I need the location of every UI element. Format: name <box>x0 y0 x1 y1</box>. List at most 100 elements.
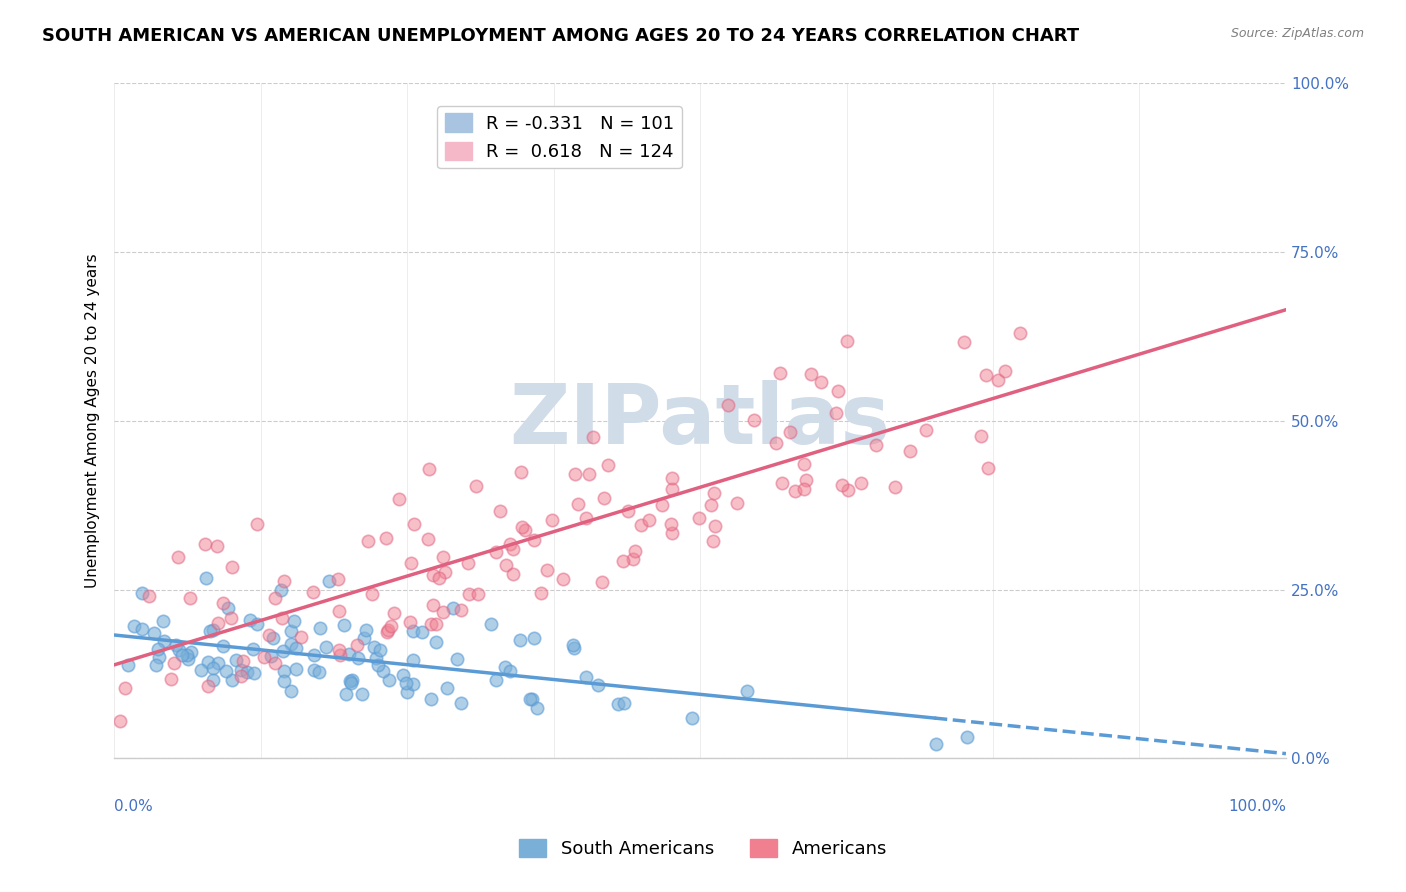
South Americans <box>333 617 356 632</box>
South Americans <box>340 673 363 687</box>
Americans <box>402 517 425 532</box>
South Americans <box>243 666 266 681</box>
South Americans <box>494 660 516 674</box>
South Americans <box>402 624 425 639</box>
Americans <box>498 536 520 550</box>
Americans <box>110 714 132 728</box>
South Americans <box>411 625 433 640</box>
South Americans <box>562 641 585 656</box>
South Americans <box>273 665 295 679</box>
Americans <box>257 628 280 642</box>
Text: SOUTH AMERICAN VS AMERICAN UNEMPLOYMENT AMONG AGES 20 TO 24 YEARS CORRELATION CH: SOUTH AMERICAN VS AMERICAN UNEMPLOYMENT … <box>42 27 1080 45</box>
Americans <box>530 585 553 599</box>
South Americans <box>270 582 292 597</box>
Americans <box>596 458 619 472</box>
South Americans <box>283 614 305 628</box>
Americans <box>977 461 1000 475</box>
Americans <box>865 438 887 452</box>
Americans <box>502 542 524 557</box>
Americans <box>515 523 537 537</box>
Americans <box>328 604 350 618</box>
Americans <box>361 587 384 601</box>
Americans <box>800 368 823 382</box>
Americans <box>703 486 725 500</box>
Americans <box>219 611 242 625</box>
Americans <box>700 499 723 513</box>
South Americans <box>340 675 363 690</box>
Americans <box>523 533 546 548</box>
South Americans <box>145 657 167 672</box>
Americans <box>704 519 727 533</box>
Americans <box>837 483 859 498</box>
Americans <box>375 624 398 639</box>
South Americans <box>262 631 284 645</box>
Americans <box>422 567 444 582</box>
Americans <box>578 467 600 481</box>
Americans <box>458 587 481 601</box>
South Americans <box>364 650 387 665</box>
Americans <box>510 520 533 534</box>
South Americans <box>353 631 375 645</box>
Americans <box>114 681 136 695</box>
South Americans <box>285 662 308 676</box>
Americans <box>810 375 832 389</box>
Americans <box>434 566 457 580</box>
South Americans <box>335 687 357 701</box>
South Americans <box>165 638 187 652</box>
South Americans <box>217 601 239 615</box>
Americans <box>651 499 673 513</box>
Americans <box>849 475 872 490</box>
South Americans <box>479 616 502 631</box>
South Americans <box>201 673 224 687</box>
South Americans <box>519 691 541 706</box>
Americans <box>661 482 683 496</box>
South Americans <box>197 655 219 669</box>
Americans <box>794 473 817 487</box>
Americans <box>969 429 991 443</box>
South Americans <box>606 698 628 712</box>
South Americans <box>309 621 332 635</box>
South Americans <box>235 665 257 679</box>
Americans <box>270 611 292 625</box>
South Americans <box>221 673 243 687</box>
South Americans <box>302 648 325 662</box>
South Americans <box>586 678 609 692</box>
Americans <box>167 549 190 564</box>
South Americans <box>924 737 946 751</box>
Americans <box>495 558 517 572</box>
South Americans <box>215 664 238 678</box>
South Americans <box>180 645 202 659</box>
Americans <box>488 504 510 518</box>
Americans <box>637 513 659 527</box>
South Americans <box>280 637 302 651</box>
South Americans <box>225 653 247 667</box>
South Americans <box>152 633 174 648</box>
South Americans <box>231 663 253 677</box>
Americans <box>770 476 793 491</box>
South Americans <box>167 643 190 657</box>
South Americans <box>280 683 302 698</box>
South Americans <box>260 648 283 663</box>
Americans <box>617 504 640 518</box>
Americans <box>197 679 219 693</box>
South Americans <box>575 670 598 684</box>
Americans <box>564 467 586 481</box>
Americans <box>264 656 287 670</box>
Americans <box>952 335 974 350</box>
Americans <box>467 587 489 601</box>
Americans <box>567 496 589 510</box>
South Americans <box>526 701 548 715</box>
Americans <box>221 559 243 574</box>
Americans <box>432 606 454 620</box>
South Americans <box>131 622 153 636</box>
Americans <box>825 406 848 420</box>
South Americans <box>347 651 370 665</box>
South Americans <box>318 574 340 589</box>
Americans <box>326 572 349 586</box>
South Americans <box>143 626 166 640</box>
Americans <box>422 598 444 612</box>
South Americans <box>368 642 391 657</box>
Americans <box>716 398 738 412</box>
Americans <box>688 511 710 525</box>
Americans <box>1010 326 1032 340</box>
